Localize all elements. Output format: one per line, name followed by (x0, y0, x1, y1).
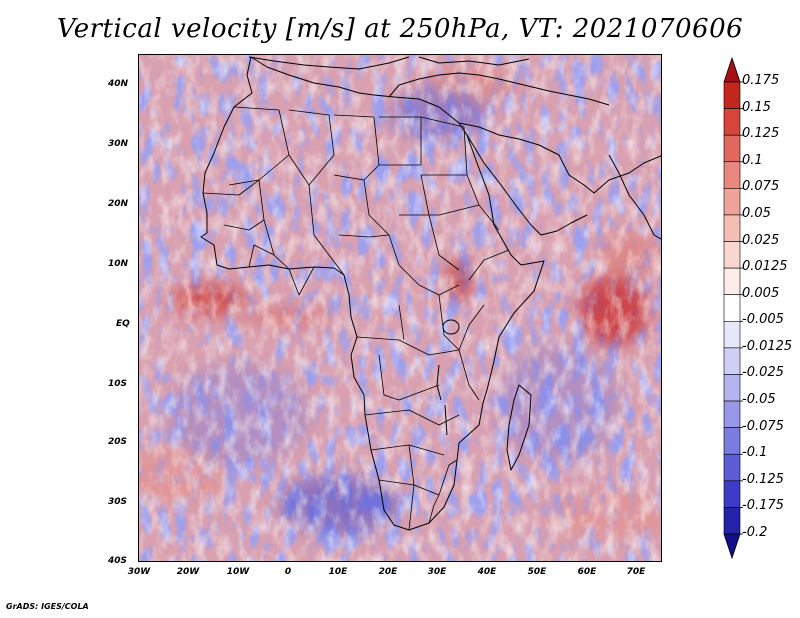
lat-label-20n: 20N (108, 199, 129, 209)
colorbar-level-label: 0.005 (742, 285, 780, 301)
lon-label-60e: 60E (577, 567, 597, 577)
colorbar-bin (723, 453, 741, 482)
lon-label-0: 0 (284, 567, 292, 577)
colorbar-level-label: -0.025 (742, 365, 784, 381)
lat-label-40s: 40S (108, 556, 128, 566)
colorbar-bin (723, 347, 741, 375)
colorbar-level-label: -0.125 (742, 471, 784, 487)
lon-label-20w: 20W (176, 567, 200, 577)
colorbar-bin (723, 161, 741, 189)
lon-label-70e: 70E (626, 567, 646, 577)
colorbar-level-label: 0.05 (742, 205, 771, 221)
lat-label-10s: 10S (108, 379, 128, 389)
lon-label-10w: 10W (226, 567, 250, 577)
country-borders (202, 106, 510, 531)
colorbar-bin (723, 214, 741, 242)
lat-label-30s: 30S (108, 497, 128, 507)
colorbar (723, 56, 743, 560)
colorbar-level-label: -0.0125 (742, 338, 793, 354)
colorbar-level-label: 0.1 (742, 152, 763, 168)
colorbar-bottom-triangle (723, 533, 741, 560)
colorbar-bin (723, 188, 741, 216)
colorbar-bin (723, 374, 741, 402)
colorbar-level-label: 0.0125 (742, 259, 788, 275)
lon-label-40e: 40E (477, 567, 497, 577)
colorbar-level-label: -0.075 (742, 418, 784, 434)
colorbar-level-label: 0.125 (742, 126, 780, 142)
lat-label-10n: 10N (108, 259, 129, 269)
lat-label-30n: 30N (108, 139, 129, 149)
colorbar-bin (723, 241, 741, 269)
colorbar-level-label: 0.15 (742, 99, 771, 115)
colorbar-bin (723, 400, 741, 428)
colorbar-bin (723, 134, 741, 163)
lat-label-eq: EQ (116, 319, 130, 329)
coastlines (200, 56, 661, 531)
colorbar-bin (723, 267, 741, 296)
lakes (436, 319, 460, 436)
colorbar-level-label: 0.025 (742, 232, 780, 248)
colorbar-bin (723, 480, 741, 508)
colorbar-bin (723, 427, 741, 455)
colorbar-level-label: 0.075 (742, 179, 780, 195)
colorbar-level-label: -0.1 (742, 445, 768, 461)
map-svg (139, 55, 661, 561)
lon-label-50e: 50E (527, 567, 547, 577)
lon-label-30e: 30E (427, 567, 447, 577)
lon-label-10e: 10E (328, 567, 348, 577)
colorbar-bin (723, 108, 741, 136)
colorbar-level-label: 0.175 (742, 73, 780, 88)
colorbar-level-label: -0.05 (742, 392, 776, 408)
colorbar-bin (723, 81, 741, 109)
colorbar-bin (723, 294, 741, 322)
velocity-map (138, 54, 662, 562)
colorbar-level-label: -0.175 (742, 498, 784, 514)
colorbar-top-triangle (723, 56, 741, 83)
colorbar-bin (723, 507, 741, 535)
lon-label-20e: 20E (378, 567, 398, 577)
lon-label-30w: 30W (127, 567, 151, 577)
colorbar-level-label: -0.005 (742, 312, 784, 328)
lat-label-20s: 20S (108, 437, 128, 447)
colorbar-level-label: -0.2 (742, 525, 768, 540)
chart-title: Vertical velocity [m/s] at 250hPa, VT: 2… (56, 14, 744, 44)
credit-text: GrADS: IGES/COLA (6, 602, 89, 611)
colorbar-bin (723, 320, 741, 349)
white-streaks (139, 55, 661, 561)
lat-label-40n: 40N (108, 79, 129, 89)
